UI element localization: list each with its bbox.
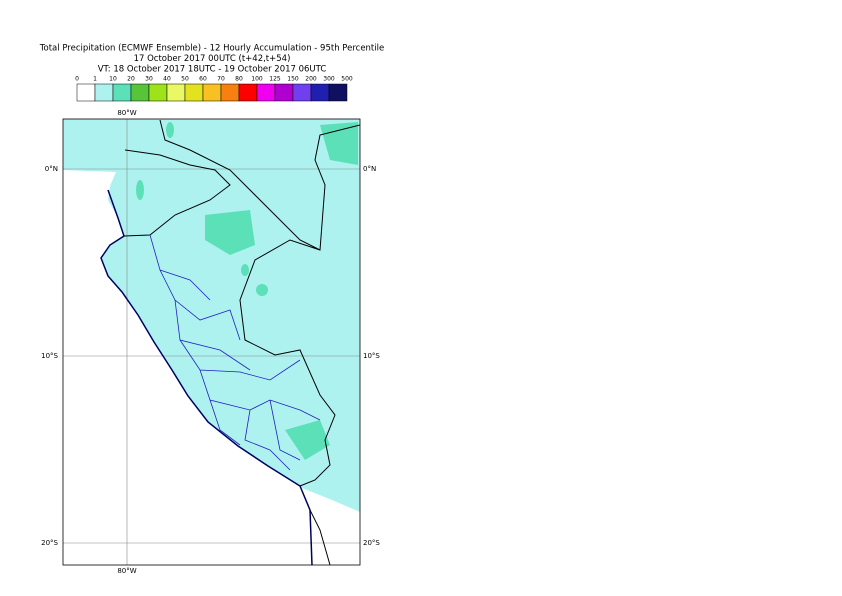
coastline [100, 189, 313, 565]
legend-swatch [202, 83, 222, 102]
legend-label: 30 [145, 76, 153, 83]
legend-swatch [274, 83, 294, 102]
legend-swatch [76, 83, 96, 102]
legend-swatch [292, 83, 312, 102]
legend-swatch [112, 83, 132, 102]
title-line: VT: 18 October 2017 18UTC - 19 October 2… [98, 65, 327, 75]
lat-label: 20°S [363, 539, 380, 547]
legend-label: 10 [109, 76, 117, 83]
title-line: Total Precipitation (ECMWF Ensemble) - 1… [39, 44, 384, 54]
legend-label: 50 [181, 76, 189, 83]
borders [123, 119, 360, 565]
precip-blobs [136, 122, 358, 460]
legend-swatch [166, 83, 186, 102]
title-line: 17 October 2017 00UTC (t+42,t+54) [134, 54, 291, 64]
regions [149, 234, 321, 471]
legend-label: 125 [269, 76, 281, 83]
legend-swatch [310, 83, 330, 102]
legend-label: 200 [305, 76, 317, 83]
legend-label: 70 [217, 76, 225, 83]
map [63, 119, 360, 565]
lon-label: 80°W [117, 109, 136, 117]
legend-label: 80 [235, 76, 243, 83]
lat-label: 0°N [363, 165, 376, 173]
legend-label: 1 [93, 76, 97, 83]
legend-label: 150 [287, 76, 299, 83]
map-frame [62, 118, 361, 566]
legend-swatch [148, 83, 168, 102]
legend-swatch [94, 83, 114, 102]
legend-label: 300 [323, 76, 335, 83]
legend-label: 100 [251, 76, 263, 83]
lat-label: 0°N [45, 165, 58, 173]
legend-label: 60 [199, 76, 207, 83]
legend-swatch [184, 83, 204, 102]
legend-label: 500 [341, 76, 353, 83]
legend-label: 40 [163, 76, 171, 83]
lat-label: 10°S [41, 352, 58, 360]
lat-label: 20°S [41, 539, 58, 547]
lat-label: 10°S [363, 352, 380, 360]
legend-label: 20 [127, 76, 135, 83]
precip-area [63, 119, 360, 512]
legend-swatch [130, 83, 150, 102]
legend-swatch [238, 83, 258, 102]
legend-swatch [328, 83, 348, 102]
lon-label: 80°W [117, 567, 136, 575]
legend-label: 0 [75, 76, 79, 83]
legend-swatch [256, 83, 276, 102]
legend-swatch [220, 83, 240, 102]
